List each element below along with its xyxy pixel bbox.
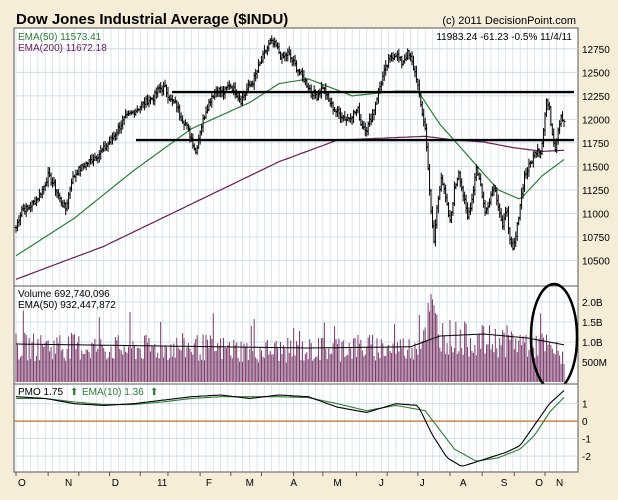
- price-tick-label: 11500: [582, 162, 610, 173]
- x-tick-label: O: [535, 478, 543, 489]
- x-axis: O N D 11 F M A M J J A S O N: [14, 471, 578, 489]
- x-tick-label: N: [65, 478, 72, 489]
- pmo-grid: [14, 385, 578, 471]
- volume-label: Volume 692,740,096: [18, 289, 110, 300]
- pmo-line: [15, 390, 565, 467]
- pmo-signal-line: [16, 396, 565, 462]
- support-resistance-lines: [136, 90, 574, 142]
- price-tick-label: 11250: [582, 186, 610, 197]
- x-tick-label: N: [556, 478, 563, 489]
- price-bar: [562, 119, 566, 128]
- pmo-label: PMO 1.75: [18, 387, 63, 398]
- pmo-tick-label: 0: [582, 417, 588, 428]
- volume-ema-line: [16, 333, 565, 349]
- volume-tick-label: 1.5B: [582, 318, 603, 329]
- x-tick-label: S: [501, 478, 508, 489]
- pmo-tick-label: -1: [582, 435, 591, 446]
- price-tick-label: 11750: [582, 139, 610, 150]
- x-tick-label: F: [206, 478, 212, 489]
- quote-text: 11983.24 -61.23 -0.5% 11/4/11: [436, 32, 572, 43]
- pmo-y-axis: 1 0 -1 -2: [582, 400, 591, 463]
- ema50-label: EMA(50) 11573.41: [18, 32, 102, 43]
- volume-tick-label: 500M: [582, 358, 607, 369]
- ema50-line: [15, 78, 565, 257]
- x-tick-label: M: [246, 478, 254, 489]
- pmo-up-arrow-icon: ⬆: [70, 387, 78, 398]
- price-tick-label: 12500: [582, 68, 610, 79]
- signal-up-arrow-icon: ⬆: [150, 387, 158, 398]
- pmo-panel: [13, 383, 579, 473]
- price-tick-label: 12250: [582, 92, 610, 103]
- x-tick-label: O: [18, 478, 26, 489]
- ema200-label: EMA(200) 11672.18: [18, 43, 107, 54]
- volume-tick-label: 2.0B: [582, 298, 603, 309]
- price-bars: [14, 35, 566, 251]
- chart-title: Dow Jones Industrial Average ($INDU): [16, 11, 288, 28]
- copyright: (c) 2011 DecisionPoint.com: [442, 15, 576, 27]
- volume-bars: [15, 294, 565, 382]
- x-tick-label: M: [333, 478, 341, 489]
- volume-y-axis: 2.0B 1.5B 1.0B 500M: [582, 298, 607, 369]
- pmo-tick-label: 1: [582, 400, 588, 411]
- price-panel: [13, 27, 579, 287]
- price-tick-label: 10750: [582, 233, 610, 244]
- x-tick-label: D: [112, 478, 119, 489]
- price-tick-label: 12000: [582, 115, 610, 126]
- x-tick-label: A: [460, 478, 467, 489]
- ema200-line: [15, 135, 565, 280]
- pmo-tick-label: -2: [582, 452, 591, 463]
- price-tick-label: 11000: [582, 209, 610, 220]
- x-tick-label: A: [290, 478, 297, 489]
- x-tick-label: J: [379, 478, 384, 489]
- pmo-signal-label: EMA(10) 1.36: [82, 387, 144, 398]
- price-y-axis: 10500 10750 11000 11250 11500 11750 12000 12250…: [582, 45, 610, 268]
- price-tick-label: 10500: [582, 256, 610, 267]
- x-tick-label: 11: [157, 478, 168, 489]
- x-tick-label: J: [420, 478, 425, 489]
- price-tick-label: 12750: [582, 45, 610, 56]
- volume-ema-label: EMA(50) 932,447,872: [18, 300, 116, 311]
- volume-tick-label: 1.0B: [582, 338, 603, 349]
